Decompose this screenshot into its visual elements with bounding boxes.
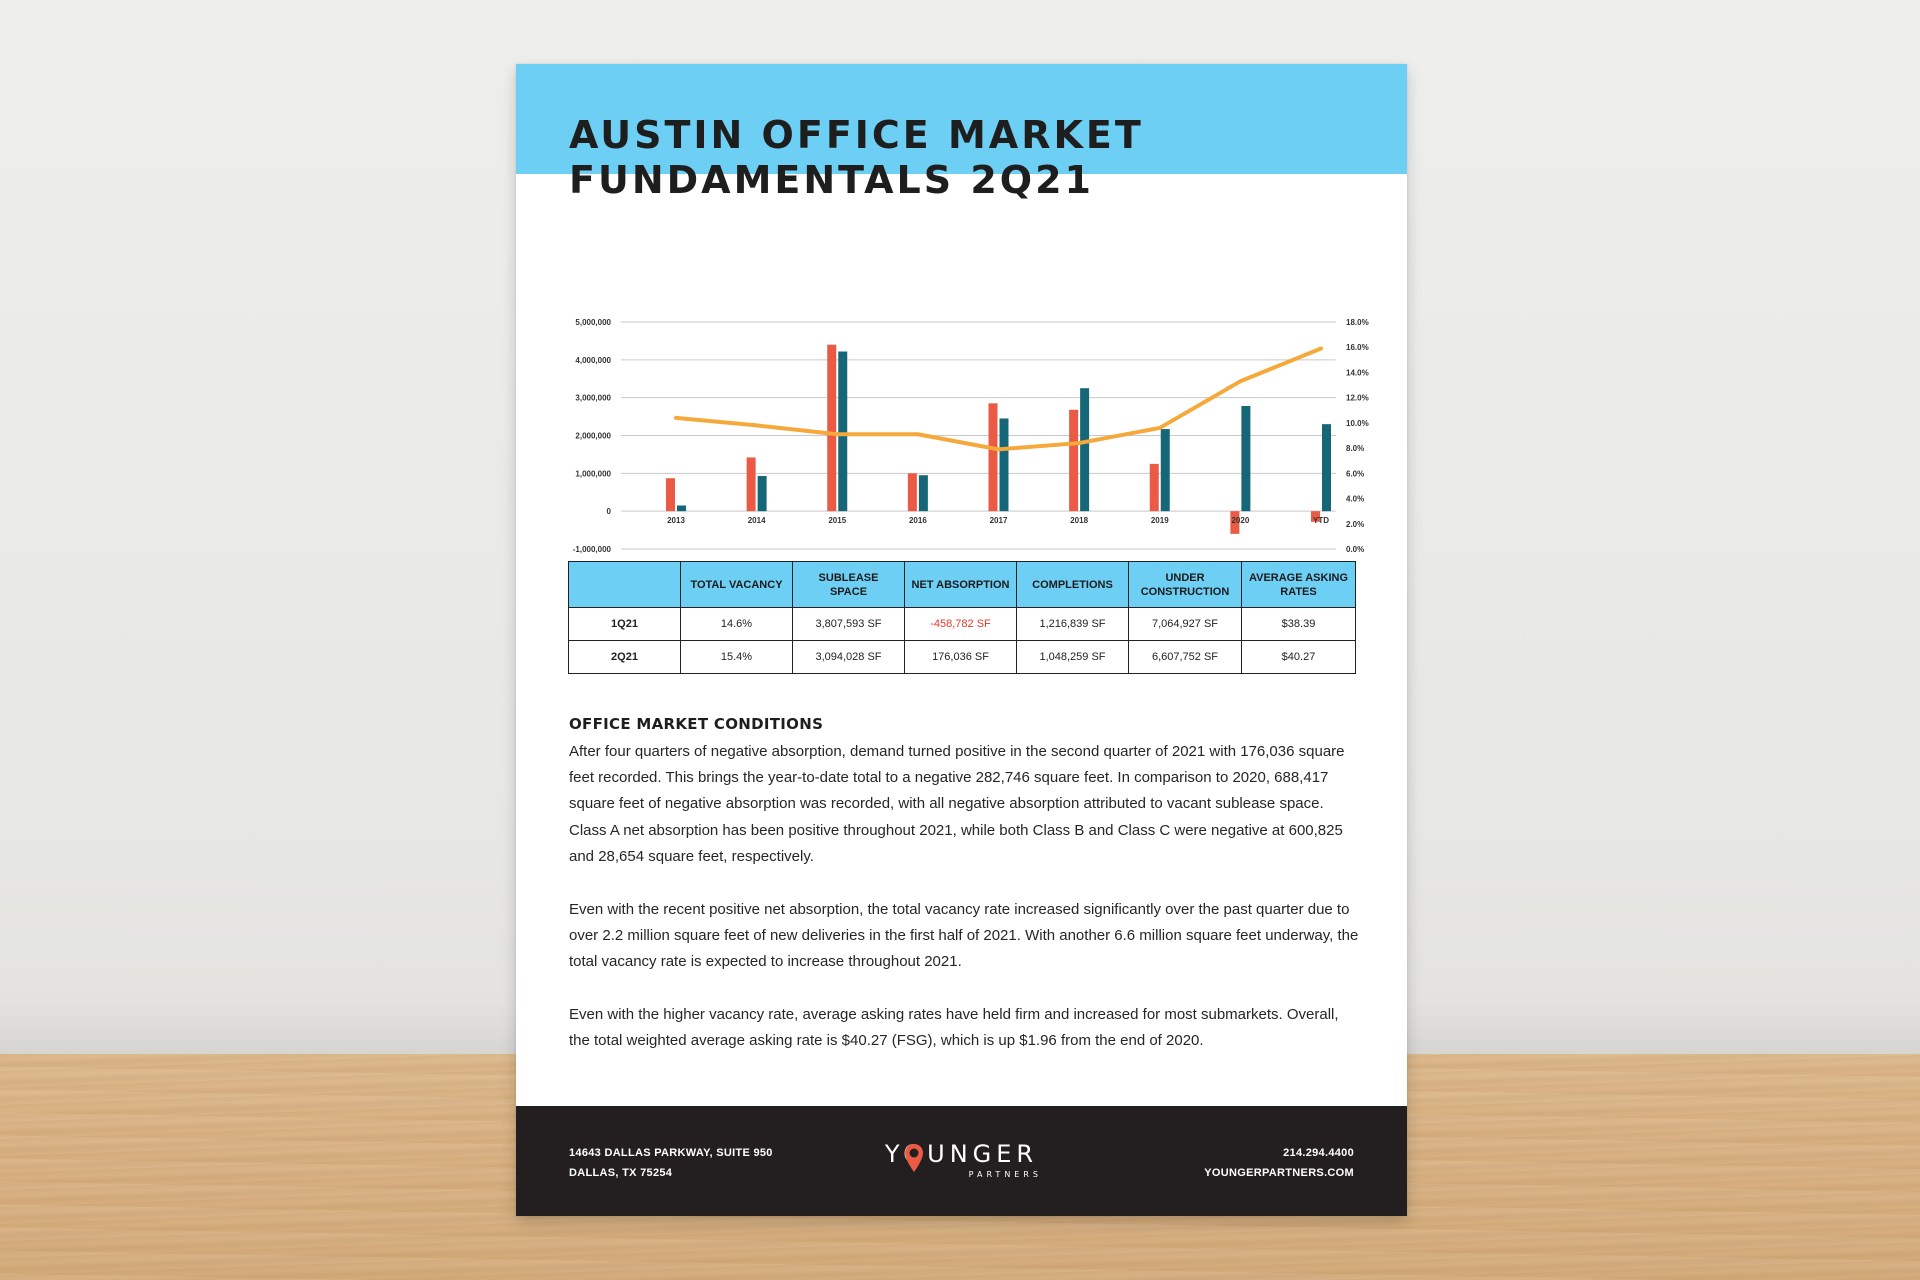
- table-header-cell: NET ABSORPTION: [904, 561, 1017, 608]
- x-axis-tick-label: 2017: [990, 516, 1008, 525]
- table-header-row: TOTAL VACANCY SUBLEASE SPACE NET ABSORPT…: [568, 561, 1356, 608]
- younger-partners-logo: YOUNGER PARTNERS: [881, 1140, 1042, 1184]
- paragraph-2: Even with the recent positive net absorp…: [569, 901, 1359, 971]
- net-absorption-bar: [1311, 511, 1320, 522]
- net-absorption-bar: [1149, 463, 1159, 512]
- market-chart: 5,000,000 4,000,000 3,000,000 2,000,000 1,00…: [556, 244, 1386, 604]
- left-axis-tick-label: -1,000,000: [573, 545, 612, 554]
- table-cell: 176,036 SF: [904, 640, 1017, 674]
- net-absorption-bar: [907, 473, 917, 512]
- table-cell: 6,607,752 SF: [1128, 640, 1242, 674]
- x-axis-tick-label: 2019: [1151, 516, 1169, 525]
- fundamentals-table: TOTAL VACANCY SUBLEASE SPACE NET ABSORPT…: [568, 561, 1356, 674]
- left-axis-tick-label: 0: [607, 507, 612, 516]
- left-axis-tick-label: 2,000,000: [575, 432, 611, 441]
- phone-number[interactable]: 214.294.4400: [1283, 1147, 1354, 1159]
- net-absorption-bar: [746, 457, 756, 512]
- deliveries-bar: [918, 475, 928, 512]
- table-row: 2Q21 15.4% 3,094,028 SF 176,036 SF 1,048…: [568, 640, 1356, 674]
- deliveries-bar: [757, 475, 767, 512]
- table-header-cell: TOTAL VACANCY: [680, 561, 793, 608]
- table-header-cell: AVERAGE ASKING RATES: [1241, 561, 1356, 608]
- table-cell: 1,216,839 SF: [1016, 607, 1129, 641]
- table-cell: $40.27: [1241, 640, 1356, 674]
- deliveries-bar: [1160, 429, 1170, 512]
- footer: 14643 DALLAS PARKWAY, SUITE 950 DALLAS, …: [516, 1106, 1407, 1216]
- table-cell: $38.39: [1241, 607, 1356, 641]
- deliveries-bar: [999, 418, 1009, 512]
- left-axis-tick-label: 5,000,000: [575, 318, 611, 327]
- x-axis-tick-label: 2014: [748, 516, 766, 525]
- right-axis-tick-label: 16.0%: [1346, 343, 1369, 352]
- title-line-2: FUNDAMENTALS 2Q21: [569, 158, 1094, 202]
- right-axis-tick-label: 2.0%: [1346, 520, 1364, 529]
- right-axis-tick-label: 8.0%: [1346, 444, 1364, 453]
- x-axis-tick-label: 2015: [828, 516, 846, 525]
- document-sheet: AUSTIN OFFICE MARKET FUNDAMENTALS 2Q21 5…: [516, 64, 1407, 1216]
- header-band: [516, 64, 1407, 174]
- table-header-cell: UNDER CONSTRUCTION: [1128, 561, 1242, 608]
- x-axis-tick-label: 2016: [909, 516, 927, 525]
- left-axis-tick-label: 3,000,000: [575, 394, 611, 403]
- footer-address: 14643 DALLAS PARKWAY, SUITE 950 DALLAS, …: [569, 1143, 773, 1183]
- map-pin-icon: [905, 1144, 923, 1172]
- address-line-2: DALLAS, TX 75254: [569, 1167, 673, 1179]
- right-axis-tick-label: 0.0%: [1346, 545, 1364, 554]
- x-axis-tick-label: 2013: [667, 516, 685, 525]
- left-axis-tick-label: 4,000,000: [575, 356, 611, 365]
- table-header-cell: SUBLEASE SPACE: [792, 561, 905, 608]
- net-absorption-bar: [666, 478, 675, 512]
- x-axis-tick-label: 2018: [1070, 516, 1088, 525]
- table-row-label: 2Q21: [568, 640, 681, 674]
- vacancy-rate-line: [674, 346, 1323, 452]
- website-link[interactable]: YOUNGERPARTNERS.COM: [1204, 1167, 1354, 1179]
- net-absorption-bar: [988, 403, 998, 512]
- x-axis-tick-label: YTD: [1313, 516, 1329, 525]
- table-header-cell: [568, 561, 681, 608]
- right-axis-tick-label: 10.0%: [1346, 419, 1369, 428]
- table-cell: 15.4%: [680, 640, 793, 674]
- paragraph-1: After four quarters of negative absorpti…: [569, 743, 1345, 865]
- net-absorption-bar: [1069, 409, 1079, 512]
- address-line-1: 14643 DALLAS PARKWAY, SUITE 950: [569, 1147, 773, 1159]
- right-axis-tick-label: 12.0%: [1346, 394, 1369, 403]
- deliveries-bar: [1080, 388, 1090, 512]
- table-cell: 3,094,028 SF: [792, 640, 905, 674]
- deliveries-bar: [1322, 424, 1331, 512]
- footer-contact: 214.294.4400 YOUNGERPARTNERS.COM: [1204, 1143, 1354, 1183]
- net-absorption-bar: [1230, 511, 1240, 534]
- logo-subtitle: PARTNERS: [968, 1170, 1042, 1179]
- right-axis-tick-label: 14.0%: [1346, 368, 1369, 377]
- document-title: AUSTIN OFFICE MARKET FUNDAMENTALS 2Q21: [569, 113, 1169, 203]
- table-header-cell: COMPLETIONS: [1016, 561, 1129, 608]
- table-row: 1Q21 14.6% 3,807,593 SF -458,782 SF 1,21…: [568, 607, 1356, 641]
- section-heading: OFFICE MARKET CONDITIONS: [569, 715, 824, 733]
- left-axis-tick-label: 1,000,000: [575, 469, 611, 478]
- table-cell-negative: -458,782 SF: [904, 607, 1017, 641]
- right-axis-tick-label: 6.0%: [1346, 469, 1364, 478]
- table-cell: 7,064,927 SF: [1128, 607, 1242, 641]
- chart-svg: 5,000,000 4,000,000 3,000,000 2,000,000 1,00…: [573, 318, 1369, 579]
- net-absorption-bar: [827, 344, 837, 512]
- table-cell: 1,048,259 SF: [1016, 640, 1129, 674]
- right-axis-tick-label: 4.0%: [1346, 495, 1364, 504]
- deliveries-bar: [1241, 405, 1251, 512]
- paragraph-3: Even with the higher vacancy rate, avera…: [569, 1006, 1339, 1050]
- title-line-1: AUSTIN OFFICE MARKET: [569, 113, 1144, 157]
- x-axis-tick-label: 2020: [1231, 516, 1249, 525]
- table-cell: 14.6%: [680, 607, 793, 641]
- right-axis-tick-label: 18.0%: [1346, 318, 1369, 327]
- table-row-label: 1Q21: [568, 607, 681, 641]
- table-cell: 3,807,593 SF: [792, 607, 905, 641]
- deliveries-bar: [838, 351, 848, 512]
- deliveries-bar: [677, 505, 686, 512]
